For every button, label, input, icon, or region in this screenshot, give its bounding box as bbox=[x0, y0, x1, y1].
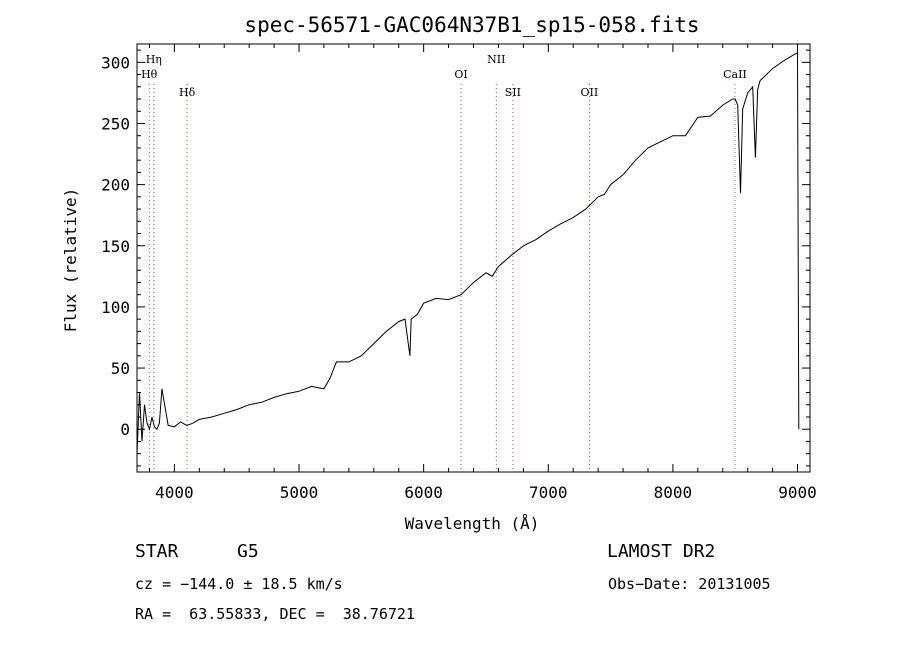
y-axis-ticks: 0 50 100 150 200 250 300 bbox=[101, 49, 810, 467]
x-axis-ticks: 4000 5000 6000 7000 8000 9000 bbox=[148, 44, 817, 502]
plot-frame bbox=[136, 43, 811, 473]
line-markers: Hη Hθ Hδ OI NII SII OII CaII bbox=[141, 53, 747, 472]
x-tick-label: 9000 bbox=[778, 483, 817, 502]
spectral-line-label: Hθ bbox=[141, 68, 158, 81]
spectrum-series-line bbox=[136, 51, 800, 454]
x-tick-label: 6000 bbox=[404, 483, 443, 502]
x-tick-label: 4000 bbox=[155, 483, 194, 502]
y-tick-label: 50 bbox=[111, 359, 130, 378]
redshift-info: cz = −144.0 ± 18.5 km/s bbox=[135, 575, 343, 593]
spectral-line-label: SII bbox=[505, 86, 521, 99]
spectral-line-label: Hδ bbox=[179, 86, 196, 99]
y-tick-label: 0 bbox=[120, 420, 130, 439]
x-tick-label: 8000 bbox=[654, 483, 693, 502]
y-tick-label: 200 bbox=[101, 176, 130, 195]
y-tick-label: 250 bbox=[101, 114, 130, 133]
survey-name: LAMOST DR2 bbox=[607, 541, 716, 562]
spectral-line-label: OII bbox=[581, 86, 599, 99]
object-subclass: G5 bbox=[237, 541, 259, 562]
object-class: STAR bbox=[135, 541, 179, 562]
spectral-line-label: OI bbox=[454, 68, 467, 81]
y-axis-label: Flux (relative) bbox=[61, 188, 80, 333]
x-tick-label: 5000 bbox=[280, 483, 319, 502]
chart-title: spec-56571-GAC064N37B1_sp15-058.fits bbox=[244, 13, 699, 37]
y-tick-label: 150 bbox=[101, 237, 130, 256]
x-axis-label: Wavelength (Å) bbox=[405, 514, 540, 533]
spectral-line-label: CaII bbox=[723, 68, 747, 81]
y-tick-label: 100 bbox=[101, 298, 130, 317]
observation-date: Obs−Date: 20131005 bbox=[608, 575, 771, 593]
x-tick-label: 7000 bbox=[529, 483, 568, 502]
spectral-line-label: Hη bbox=[146, 53, 162, 66]
spectral-line-label: NII bbox=[487, 53, 505, 66]
y-tick-label: 300 bbox=[101, 53, 130, 72]
coordinates: RA = 63.55833, DEC = 38.76721 bbox=[135, 605, 415, 623]
